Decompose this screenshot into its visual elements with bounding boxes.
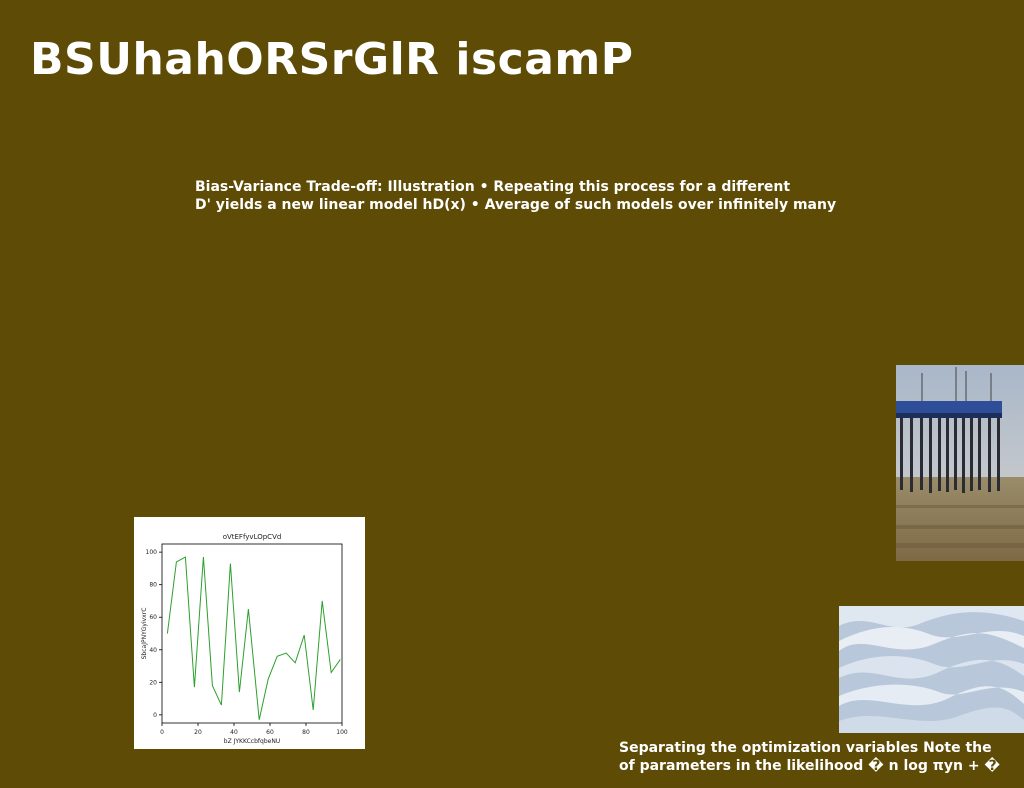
x-axis-label: bZ JYKKCcbfqbeNU: [224, 738, 280, 745]
page-title: BSUhahORSrGlR iscamP: [30, 34, 634, 85]
x-tick-label: 0: [160, 729, 164, 736]
x-tick-label: 100: [336, 729, 348, 736]
waves-photo: [839, 606, 1024, 733]
top-text-line-1: Bias-Variance Trade-off: Illustration • …: [195, 179, 791, 195]
y-tick-label: 20: [149, 679, 157, 686]
y-tick-label: 100: [146, 549, 158, 556]
bottom-text-line-2: of parameters in the likelihood � n log …: [619, 758, 1001, 774]
y-axis-label: SbcaJPNYGyivxrC: [141, 608, 148, 660]
y-tick-label: 0: [153, 712, 157, 719]
x-tick-label: 60: [266, 729, 274, 736]
line-chart: 0 20 40 60 80 100 0 20 40 60 80 100 oVtEFfyvLOpCVd bZ…: [134, 517, 365, 749]
top-text-block: Bias-Variance Trade-off: Illustration • …: [195, 178, 855, 214]
top-text-line-2: D' yields a new linear model hD(x) • Ave…: [195, 197, 837, 213]
y-tick-label: 40: [149, 647, 157, 654]
chart-title: oVtEFfyvLOpCVd: [223, 533, 282, 541]
bottom-text-block: Separating the optimization variables No…: [619, 739, 1019, 775]
x-tick-label: 80: [302, 729, 310, 736]
x-tick-label: 40: [230, 729, 238, 736]
line-chart-svg: 0 20 40 60 80 100 0 20 40 60 80 100 oVtEFfyvLOpCVd bZ…: [141, 533, 348, 745]
series-line-1: [166, 556, 341, 720]
pier-photo: [896, 365, 1024, 561]
y-tick-label: 60: [149, 614, 157, 621]
plot-frame: [161, 543, 343, 724]
y-tick-label: 80: [149, 582, 157, 589]
x-tick-label: 20: [194, 729, 202, 736]
bottom-text-line-1: Separating the optimization variables No…: [619, 740, 992, 756]
